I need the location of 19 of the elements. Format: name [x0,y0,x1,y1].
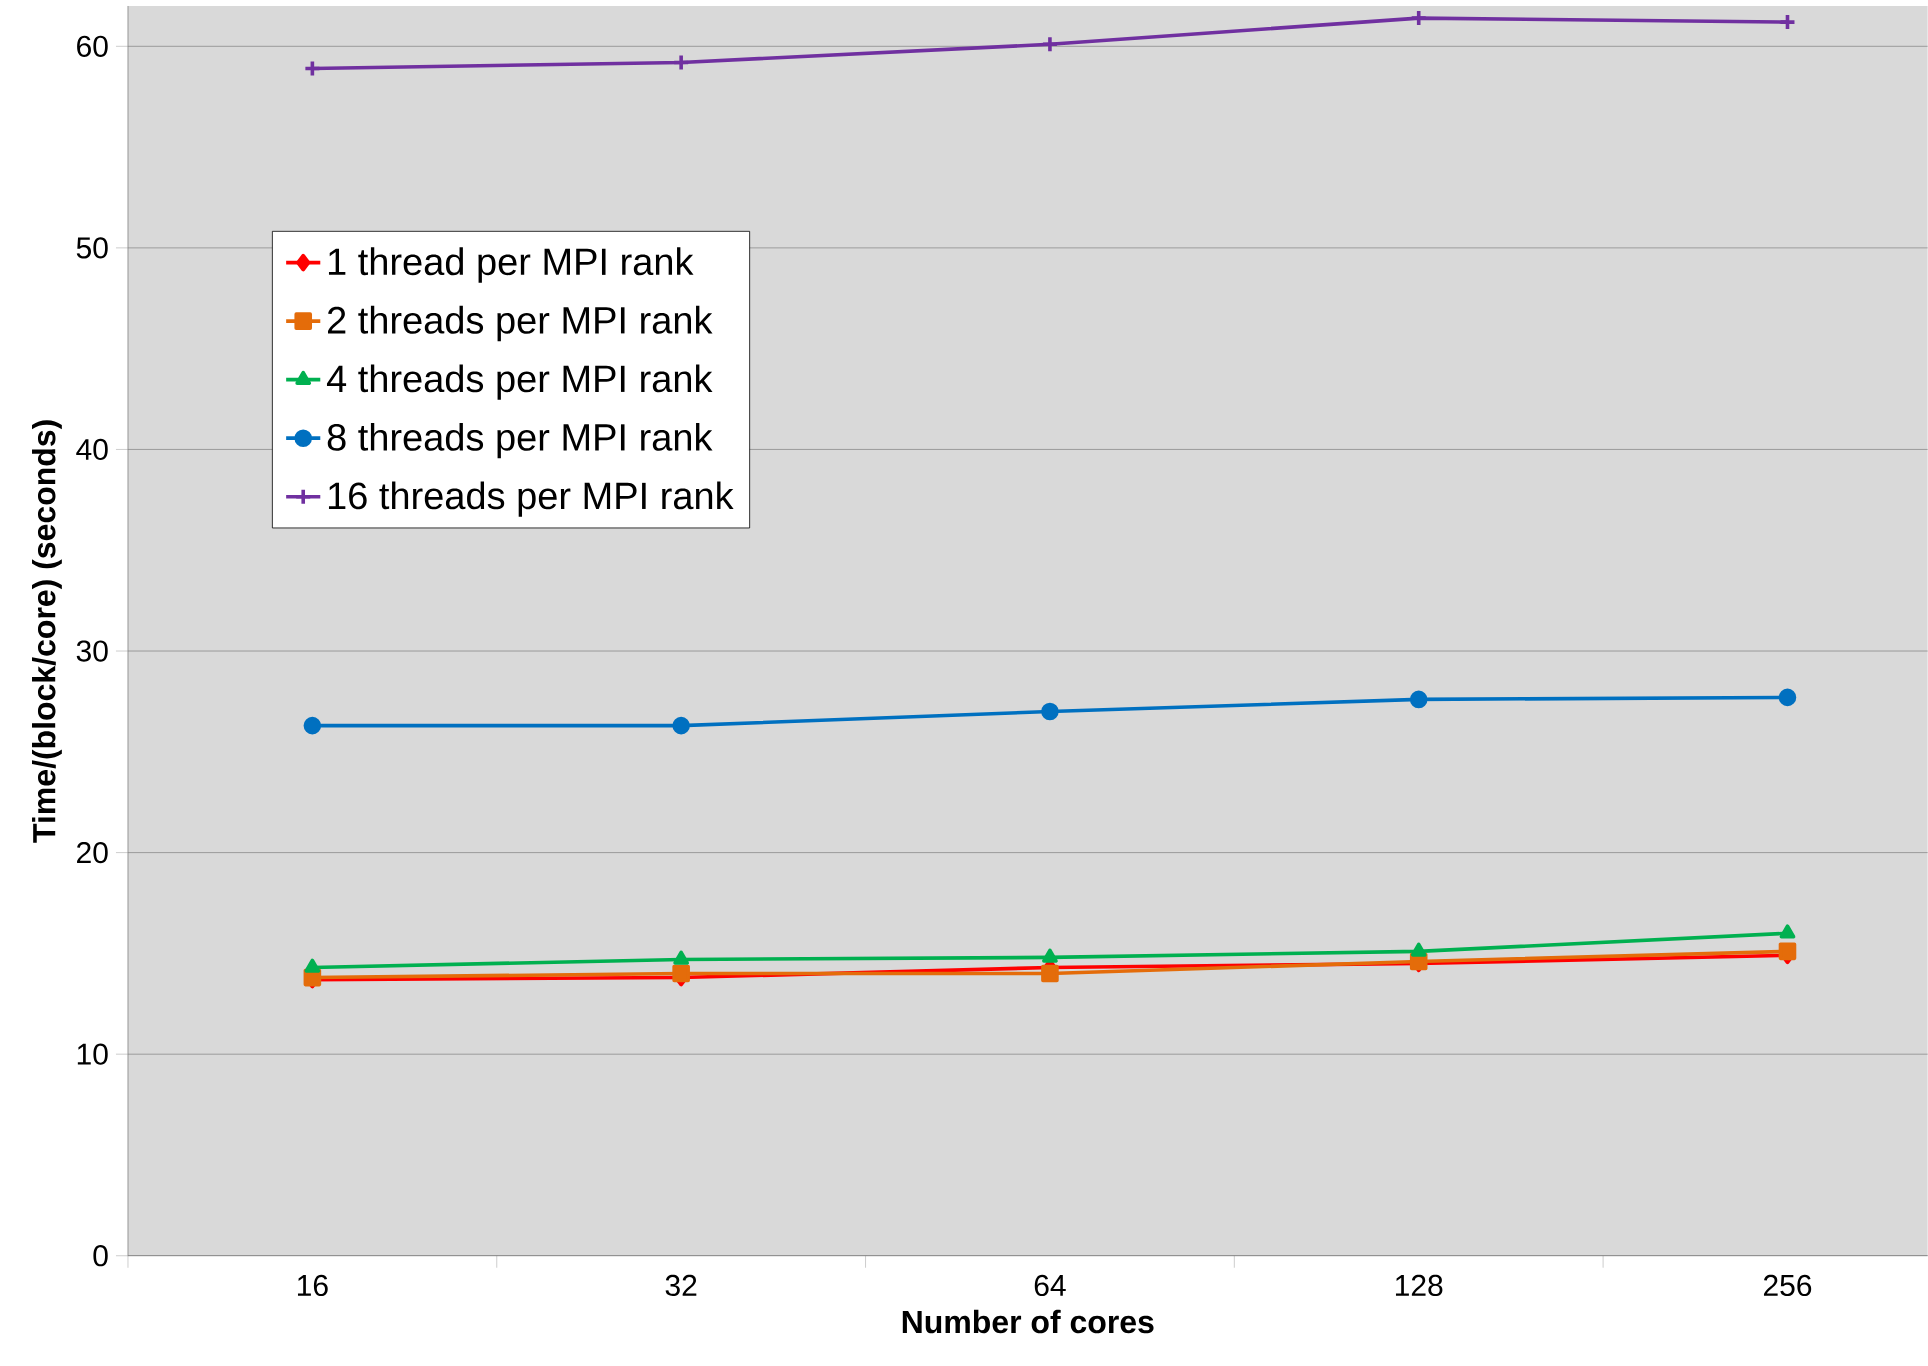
x-tick-label: 32 [665,1274,697,1297]
legend-label: 8 threads per MPI rank [327,423,713,459]
legend-label: 2 threads per MPI rank [328,306,713,342]
y-tick-label: 50 [76,237,108,259]
x-tick-label: 16 [297,1274,328,1297]
legend-label: 16 threads per MPI rank [328,481,734,517]
y-tick-label: 0 [93,1245,108,1267]
y-tick-label: 10 [77,1043,108,1065]
legend-label: 1 thread per MPI rank [328,247,694,283]
y-tick-label: 20 [77,842,108,864]
y-tick-label: 30 [76,640,108,662]
x-axis-title: Number of cores [902,1309,1154,1334]
x-tick-label: 256 [1763,1274,1812,1297]
y-axis-title: Time/(block/core) (seconds) [32,420,62,843]
y-tick-label: 40 [76,438,108,461]
x-tick-label: 64 [1034,1274,1066,1297]
x-tick-label: 128 [1395,1274,1443,1297]
legend-label: 4 threads per MPI rank [326,364,713,400]
y-tick-label: 60 [77,35,108,58]
